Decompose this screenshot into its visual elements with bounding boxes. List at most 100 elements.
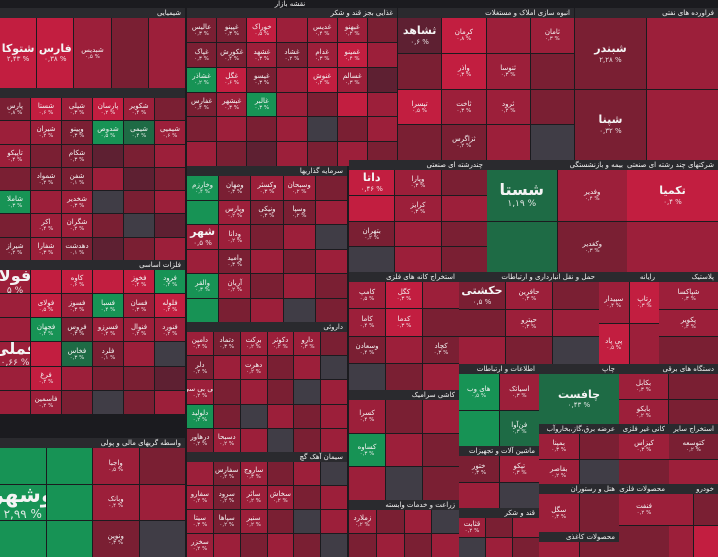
stock-tile[interactable] (187, 298, 219, 322)
stock-tile[interactable] (277, 92, 307, 117)
stock-tile[interactable] (187, 117, 217, 142)
stock-tile[interactable]: غگل ۰,۶ % (217, 67, 247, 92)
stock-tile[interactable]: سخزر ۰,۲ % (187, 534, 213, 557)
stock-tile[interactable]: کرمان ۰,۸ % (442, 18, 486, 53)
stock-tile[interactable]: دلولید ۰,۲ % (187, 404, 213, 428)
stock-tile[interactable] (0, 294, 30, 318)
stock-tile[interactable] (694, 494, 718, 525)
stock-tile[interactable] (155, 237, 185, 260)
stock-tile[interactable] (321, 534, 347, 557)
stock-tile[interactable]: شگران ۰,۲ % (62, 214, 92, 237)
stock-tile[interactable]: فرود ۰,۴ % (155, 270, 185, 294)
stock-tile[interactable]: غشاذر ۰,۲ % (187, 67, 217, 92)
stock-tile[interactable]: سفارس ۰,۲ % (213, 462, 240, 485)
stock-tile[interactable]: فنورد ۰,۲ % (155, 318, 185, 342)
stock-tile[interactable] (155, 342, 185, 366)
stock-tile[interactable]: فولای ۰,۵ % (31, 294, 61, 318)
stock-tile[interactable] (277, 18, 307, 42)
stock-tile[interactable]: درهاور ۰,۲ % (187, 428, 213, 452)
stock-tile[interactable] (213, 534, 240, 557)
sector-title[interactable]: حمل و نقل انبارداری و ارتباطات (459, 272, 599, 282)
stock-tile[interactable]: رتاپ ۰,۳ % (629, 282, 659, 323)
stock-tile[interactable] (294, 356, 321, 380)
stock-tile[interactable]: شهر ۰,۵ % (187, 225, 219, 249)
stock-tile[interactable] (386, 336, 422, 363)
stock-tile[interactable]: وسعادن ۰,۴ % (349, 336, 385, 363)
stock-tile[interactable] (659, 337, 718, 364)
stock-tile[interactable] (647, 18, 718, 89)
stock-tile[interactable]: حپترو ۰,۳ % (506, 309, 552, 337)
stock-tile[interactable] (247, 117, 277, 142)
stock-tile[interactable] (0, 521, 46, 557)
stock-tile[interactable] (386, 400, 422, 433)
stock-tile[interactable]: شاملا ۰,۳ % (0, 191, 30, 214)
sector-title[interactable]: شرکتهای چند رشته ای صنعتی و مالی (627, 160, 718, 170)
sector-title[interactable]: کانی غیر فلزی (619, 424, 669, 434)
stock-tile[interactable]: ساروج ۰,۳ % (240, 462, 267, 485)
stock-tile[interactable] (0, 448, 46, 484)
stock-tile[interactable]: واجبا ۰,۵ % (93, 448, 139, 484)
stock-tile[interactable] (124, 144, 154, 167)
stock-tile[interactable]: پارس ۰,۸ % (0, 98, 30, 121)
stock-tile[interactable]: سنیر ۰,۲ % (240, 510, 267, 533)
stock-tile[interactable]: کاما ۰,۴ % (349, 309, 385, 336)
stock-tile[interactable] (441, 247, 487, 272)
stock-tile[interactable] (62, 366, 92, 390)
stock-tile[interactable] (31, 191, 61, 214)
stock-tile[interactable]: فارس ۰,۳۸ % (37, 18, 74, 88)
stock-tile[interactable]: بایکو ۰,۲ % (619, 399, 668, 424)
stock-tile[interactable] (187, 142, 217, 166)
stock-tile[interactable] (251, 249, 283, 273)
stock-tile[interactable] (93, 191, 123, 214)
stock-tile[interactable]: کیزاس ۰,۳ % (619, 434, 669, 459)
stock-tile[interactable] (240, 404, 267, 428)
stock-tile[interactable] (251, 298, 283, 322)
stock-tile[interactable] (267, 510, 294, 533)
stock-tile[interactable]: غدام ۰,۳ % (307, 42, 337, 67)
stock-tile[interactable] (579, 434, 619, 459)
stock-tile[interactable]: وشهر۲,۹۹ % (0, 484, 46, 521)
stock-tile[interactable] (506, 337, 552, 364)
stock-tile[interactable] (423, 282, 459, 309)
stock-tile[interactable]: غپاک ۰,۳ % (187, 42, 217, 67)
stock-tile[interactable] (386, 467, 422, 500)
stock-tile[interactable] (513, 518, 539, 537)
stock-tile[interactable] (0, 214, 30, 237)
stock-tile[interactable] (423, 467, 459, 500)
stock-tile[interactable] (432, 534, 459, 557)
stock-tile[interactable] (267, 428, 294, 452)
stock-tile[interactable] (93, 214, 123, 237)
stock-tile[interactable] (267, 380, 294, 404)
stock-tile[interactable] (619, 459, 669, 484)
stock-tile[interactable] (669, 399, 718, 424)
stock-tile[interactable]: ختور ۰,۳ % (459, 456, 499, 482)
stock-tile[interactable] (349, 363, 385, 390)
stock-tile[interactable]: کدما ۰,۳ % (386, 309, 422, 336)
stock-tile[interactable] (283, 274, 315, 298)
stock-tile[interactable] (46, 521, 92, 557)
stock-tile[interactable]: ثامان ۰,۳ % (530, 18, 574, 53)
stock-tile[interactable]: شبندر ۲,۲۸ % (575, 18, 646, 89)
stock-tile[interactable]: فنوال ۰,۲ % (124, 318, 154, 342)
stock-tile[interactable] (240, 428, 267, 452)
stock-tile[interactable]: پارسان ۰,۲ % (93, 98, 123, 121)
stock-tile[interactable] (486, 125, 530, 160)
stock-tile[interactable]: شفن ۰,۱ % (62, 167, 92, 191)
stock-tile[interactable]: وخارزم ۰,۴ % (187, 176, 219, 200)
stock-tile[interactable]: غشاد ۰,۲ % (277, 42, 307, 67)
stock-tile[interactable]: ثاخت ۰,۳ % (442, 89, 486, 125)
stock-tile[interactable] (93, 144, 123, 167)
stock-tile[interactable]: واذر ۰,۳ % (442, 53, 486, 89)
stock-tile[interactable]: فروس ۰,۳ % (62, 318, 92, 342)
stock-tile[interactable] (240, 380, 267, 404)
stock-tile[interactable] (155, 214, 185, 237)
stock-tile[interactable] (321, 428, 347, 452)
stock-tile[interactable]: وسبحان ۰,۲ % (283, 176, 315, 200)
stock-tile[interactable] (386, 363, 422, 390)
stock-tile[interactable]: غمینو ۰,۴ % (337, 42, 367, 67)
sector-title[interactable]: کاشی سرامیک (349, 390, 459, 400)
stock-tile[interactable] (139, 484, 185, 521)
stock-tile[interactable] (459, 309, 505, 337)
stock-tile[interactable] (579, 459, 619, 484)
stock-tile[interactable]: بکابل ۰,۳ % (619, 374, 668, 399)
